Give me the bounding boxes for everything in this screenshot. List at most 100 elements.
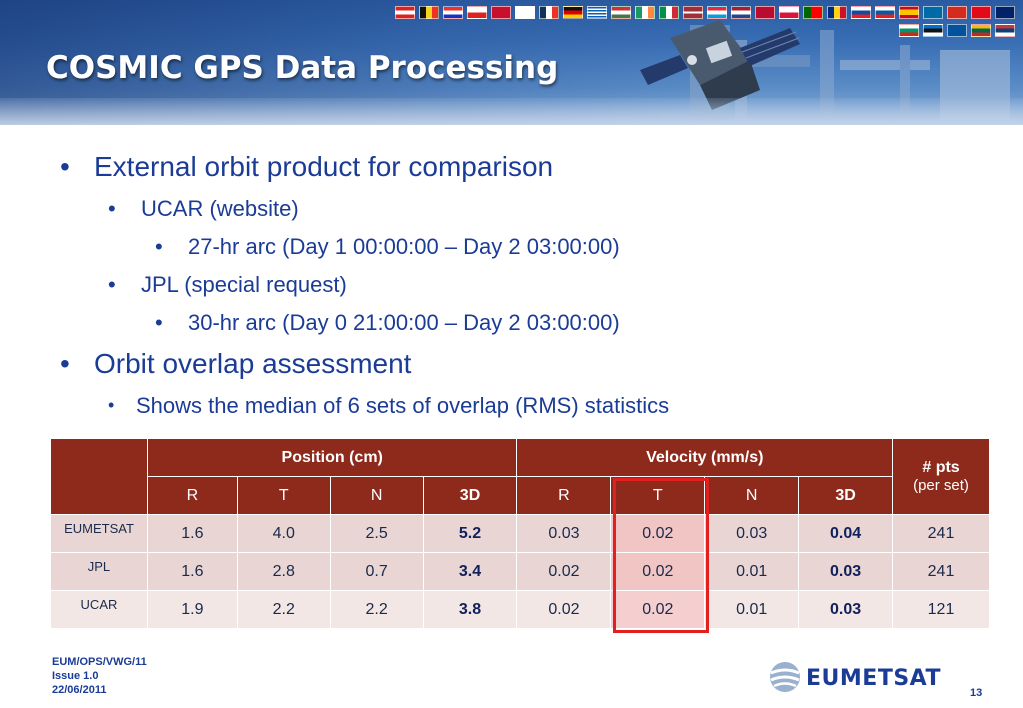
table-cell: 1.6	[146, 514, 238, 553]
table-cell: 0.02	[610, 514, 706, 553]
header-pts: # pts (per set)	[892, 438, 990, 515]
bullet-dot-icon: •	[155, 234, 163, 259]
flag-norway-icon	[755, 6, 775, 19]
flag-italy-icon	[659, 6, 679, 19]
table-cell: 3.4	[422, 552, 518, 591]
flag-hungary-icon	[611, 6, 631, 19]
table-row: EUMETSAT 1.6 4.0 2.5 5.2 0.03 0.02 0.03 …	[50, 514, 990, 553]
subheader-vel-t: T	[610, 476, 706, 515]
table-cell: 241	[892, 552, 990, 591]
subheader-pos-t: T	[236, 476, 331, 515]
flag-denmark-icon	[491, 6, 511, 19]
table-cell: 0.03	[704, 514, 800, 553]
header-pts-label: # pts	[922, 459, 960, 476]
flag-poland-icon	[779, 6, 799, 19]
header-banner: COSMIC GPS Data Processing	[0, 0, 1023, 125]
flag-france-icon	[539, 6, 559, 19]
flag-spain-icon	[899, 6, 919, 19]
bullet-text: External orbit product for comparison	[94, 151, 554, 182]
row-label: JPL	[50, 552, 148, 591]
table-cell: 0.01	[704, 590, 800, 629]
bullet-dot-icon: •	[60, 151, 70, 182]
flag-turkey-icon	[971, 6, 991, 19]
header-pts-sublabel: (per set)	[913, 477, 969, 494]
header-velocity: Velocity (mm/s)	[516, 438, 894, 477]
subheader-vel-n: N	[704, 476, 800, 515]
table-cell: 0.04	[798, 514, 894, 553]
overlap-statistics-table: Position (cm) Velocity (mm/s) # pts (per…	[50, 438, 990, 629]
flag-ireland-icon	[635, 6, 655, 19]
table-corner-cell	[50, 438, 148, 515]
table-cell: 241	[892, 514, 990, 553]
row-label: UCAR	[50, 590, 148, 629]
footer-doc-ref: EUM/OPS/VWG/11	[52, 656, 147, 668]
row-label: EUMETSAT	[50, 514, 148, 553]
header-bottom-band	[0, 98, 1023, 125]
bullet-text: JPL (special request)	[141, 272, 347, 297]
bullet-text: Orbit overlap assessment	[94, 348, 412, 379]
table-cell: 0.02	[610, 590, 706, 629]
flag-luxembourg-icon	[707, 6, 727, 19]
bullet-dot-icon: •	[108, 196, 116, 221]
table-cell: 2.5	[329, 514, 424, 553]
flag-croatia-icon	[443, 6, 463, 19]
flag-slovakia-icon	[851, 6, 871, 19]
flag-switzerland-icon	[947, 6, 967, 19]
bullet-text: 27-hr arc (Day 1 00:00:00 – Day 2 03:00:…	[188, 234, 620, 259]
table-cell: 0.02	[610, 552, 706, 591]
footer-date: 22/06/2011	[52, 684, 107, 696]
flag-belgium-icon	[419, 6, 439, 19]
table-cell: 121	[892, 590, 990, 629]
flag-uk-icon	[995, 6, 1015, 19]
subheader-pos-r: R	[146, 476, 238, 515]
flag-sweden-icon	[923, 6, 943, 19]
table-cell: 1.6	[146, 552, 238, 591]
bullet-dot-icon: •	[155, 310, 163, 335]
subheader-pos-n: N	[329, 476, 424, 515]
table-subheader-row: R T N 3D R T N 3D	[51, 476, 990, 515]
flag-bulgaria-icon	[899, 24, 919, 37]
flag-finland-icon	[515, 6, 535, 19]
header-position: Position (cm)	[146, 438, 518, 477]
flag-portugal-icon	[803, 6, 823, 19]
table-cell: 0.03	[516, 514, 612, 553]
flag-estonia-icon	[923, 24, 943, 37]
flag-strip	[395, 4, 1021, 44]
flag-austria-icon	[395, 6, 415, 19]
table-header-row: Position (cm) Velocity (mm/s) # pts (per…	[50, 438, 990, 515]
table-cell: 5.2	[422, 514, 518, 553]
table-cell: 0.03	[798, 590, 894, 629]
table-cell: 0.02	[516, 590, 612, 629]
subheader-vel-3d: 3D	[798, 476, 894, 515]
table-cell: 4.0	[236, 514, 331, 553]
table-cell: 0.03	[798, 552, 894, 591]
bullet-text: 30-hr arc (Day 0 21:00:00 – Day 2 03:00:…	[188, 310, 620, 335]
table-row: JPL 1.6 2.8 0.7 3.4 0.02 0.02 0.01 0.03 …	[50, 552, 990, 591]
flag-latvia-icon	[683, 6, 703, 19]
table-cell: 2.2	[236, 590, 331, 629]
flag-iceland-icon	[947, 24, 967, 37]
footer-info: EUM/OPS/VWG/11 Issue 1.0 22/06/2011	[52, 655, 147, 697]
subheader-pos-3d: 3D	[422, 476, 518, 515]
flag-czech-icon	[467, 6, 487, 19]
table-cell: 3.8	[422, 590, 518, 629]
table-cell: 2.2	[329, 590, 424, 629]
bullet-dot-icon: •	[108, 395, 115, 415]
table-row: UCAR 1.9 2.2 2.2 3.8 0.02 0.02 0.01 0.03…	[50, 590, 990, 629]
table-cell: 0.01	[704, 552, 800, 591]
page-title: COSMIC GPS Data Processing	[46, 50, 559, 86]
subheader-vel-r: R	[516, 476, 612, 515]
table-cell: 1.9	[146, 590, 238, 629]
bullet-dot-icon: •	[108, 272, 116, 297]
eumetsat-globe-icon	[770, 662, 800, 692]
table-cell: 2.8	[236, 552, 331, 591]
page-number: 13	[970, 687, 983, 699]
bullet-dot-icon: •	[60, 348, 70, 379]
flag-slovenia-icon	[875, 6, 895, 19]
flag-serbia-icon	[995, 24, 1015, 37]
flag-lithuania-icon	[971, 24, 991, 37]
bullet-text: UCAR (website)	[141, 196, 299, 221]
bullet-text: Shows the median of 6 sets of overlap (R…	[136, 393, 670, 418]
table-cell: 0.02	[516, 552, 612, 591]
flag-greece-icon	[587, 6, 607, 19]
